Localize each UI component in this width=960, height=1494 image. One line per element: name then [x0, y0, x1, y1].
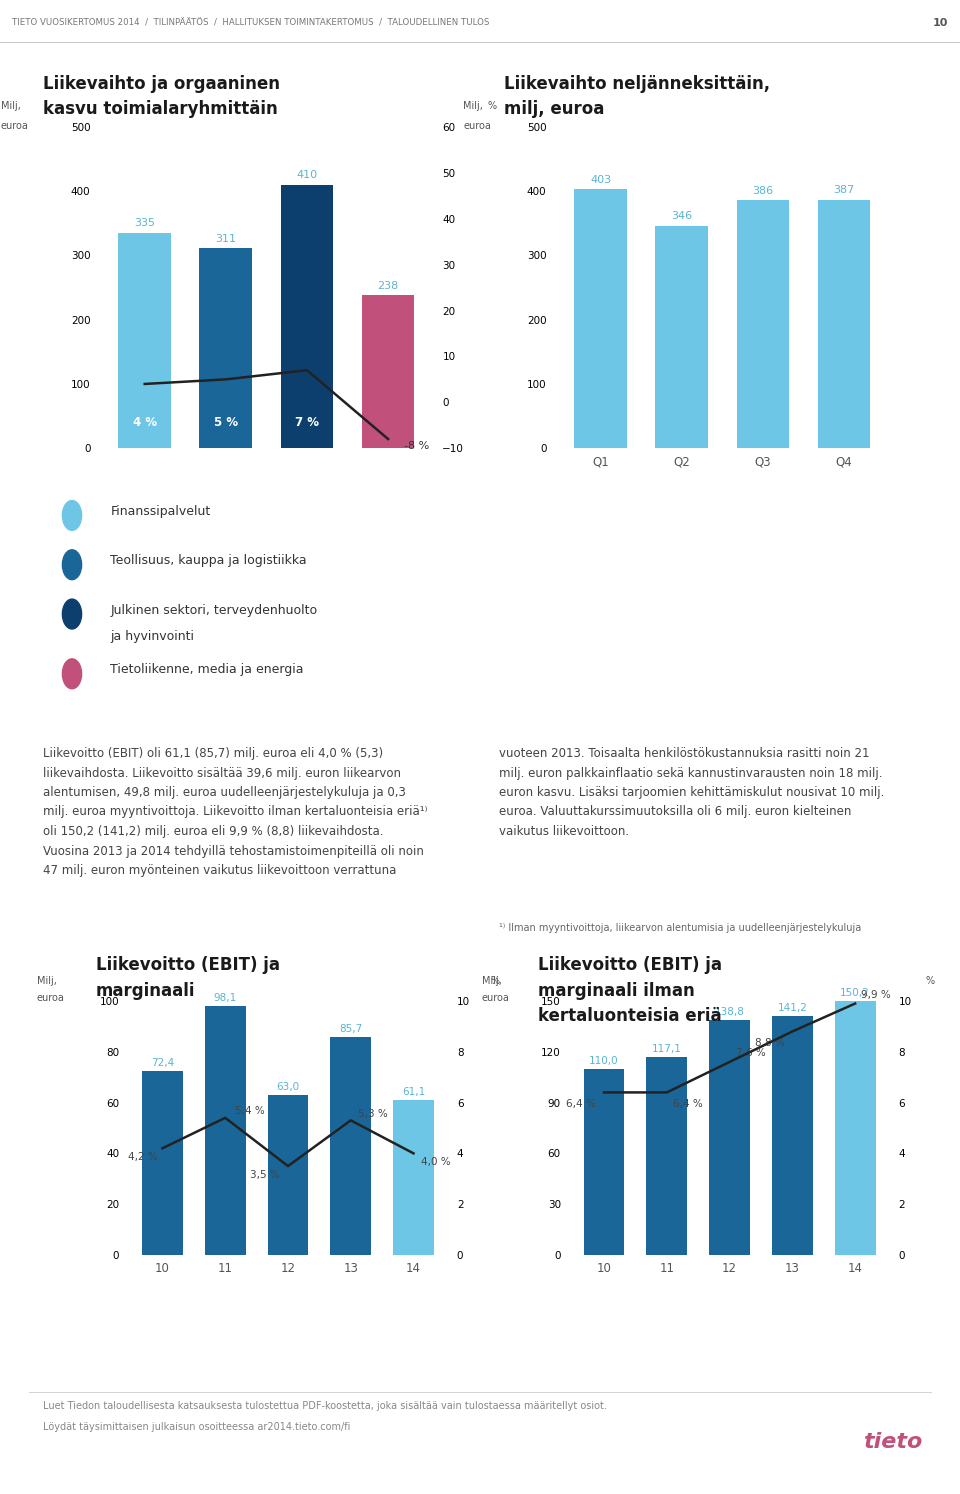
Bar: [330, 1037, 372, 1255]
Text: 4 %: 4 %: [132, 415, 156, 429]
Text: 141,2: 141,2: [778, 1002, 807, 1013]
Text: marginaali: marginaali: [96, 982, 196, 999]
Text: TIETO VUOSIKERTOMUS 2014  /  TILINPÄÄTÖS  /  HALLITUKSEN TOIMINTAKERTOMUS  /  TA: TIETO VUOSIKERTOMUS 2014 / TILINPÄÄTÖS /…: [12, 18, 489, 27]
Bar: [268, 1095, 308, 1255]
Text: Tietoliikenne, media ja energia: Tietoliikenne, media ja energia: [110, 663, 304, 677]
Text: 5,4 %: 5,4 %: [234, 1107, 264, 1116]
Text: -8 %: -8 %: [404, 441, 429, 451]
Bar: [646, 1056, 687, 1255]
Text: 63,0: 63,0: [276, 1082, 300, 1092]
Bar: [736, 200, 789, 448]
Text: Luet Tiedon taloudellisesta katsauksesta tulostettua PDF-koostetta, joka sisältä: Luet Tiedon taloudellisesta katsauksesta…: [43, 1401, 607, 1412]
Text: 7,6 %: 7,6 %: [736, 1049, 766, 1058]
Text: euroa: euroa: [482, 994, 510, 1004]
Text: Milj,: Milj,: [464, 102, 483, 111]
Text: 72,4: 72,4: [151, 1058, 174, 1068]
Text: %: %: [491, 976, 499, 986]
Text: Liikevoitto (EBIT) oli 61,1 (85,7) milj. euroa eli 4,0 % (5,3)
liikevaihdosta. L: Liikevoitto (EBIT) oli 61,1 (85,7) milj.…: [43, 747, 428, 877]
Text: 110,0: 110,0: [589, 1056, 619, 1065]
Text: euroa: euroa: [36, 994, 64, 1004]
Text: Milj,: Milj,: [482, 976, 501, 986]
Text: 4,2 %: 4,2 %: [128, 1152, 157, 1162]
Text: 335: 335: [134, 218, 156, 229]
Text: 346: 346: [671, 212, 692, 221]
Text: Milj,: Milj,: [1, 102, 20, 111]
Text: %: %: [488, 102, 497, 111]
Text: ¹⁾ Ilman myyntivoittoja, liikearvon alentumisia ja uudelleenjärjestelykuluja: ¹⁾ Ilman myyntivoittoja, liikearvon alen…: [499, 923, 861, 934]
Text: 10: 10: [933, 18, 948, 28]
Bar: [656, 226, 708, 448]
Bar: [772, 1016, 813, 1255]
Text: tieto: tieto: [863, 1433, 923, 1452]
Text: euroa: euroa: [1, 121, 29, 130]
Text: Julkinen sektori, terveydenhuolto: Julkinen sektori, terveydenhuolto: [110, 604, 318, 617]
Text: 117,1: 117,1: [652, 1044, 682, 1053]
Text: Milj,: Milj,: [36, 976, 57, 986]
Text: kasvu toimialaryhmittäin: kasvu toimialaryhmittäin: [43, 100, 278, 118]
Text: 386: 386: [753, 185, 774, 196]
Text: 6,4 %: 6,4 %: [566, 1100, 596, 1109]
Text: Liikevaihto neljänneksittäin,: Liikevaihto neljänneksittäin,: [504, 75, 770, 93]
Text: Liikevaihto ja orgaaninen: Liikevaihto ja orgaaninen: [43, 75, 280, 93]
Text: 138,8: 138,8: [714, 1007, 745, 1017]
Text: Finanssipalvelut: Finanssipalvelut: [110, 505, 210, 518]
Bar: [818, 200, 871, 448]
Text: Teollisuus, kauppa ja logistiikka: Teollisuus, kauppa ja logistiikka: [110, 554, 307, 568]
Text: 85,7: 85,7: [339, 1025, 362, 1034]
Bar: [362, 296, 415, 448]
Text: 387: 387: [833, 185, 854, 196]
Text: 150,2: 150,2: [840, 988, 870, 998]
Text: 4,0 %: 4,0 %: [421, 1158, 450, 1167]
Text: 403: 403: [590, 175, 612, 185]
Bar: [142, 1071, 182, 1255]
Bar: [204, 1005, 246, 1255]
Text: 5,3 %: 5,3 %: [358, 1109, 388, 1119]
Text: 6,4 %: 6,4 %: [673, 1100, 703, 1109]
Text: 98,1: 98,1: [214, 992, 237, 1002]
Bar: [200, 248, 252, 448]
Text: %: %: [925, 976, 935, 986]
Text: ja hyvinvointi: ja hyvinvointi: [110, 630, 194, 644]
Bar: [118, 233, 171, 448]
Bar: [835, 1001, 876, 1255]
Text: Liikevoitto (EBIT) ja: Liikevoitto (EBIT) ja: [538, 956, 722, 974]
Bar: [394, 1100, 434, 1255]
Text: 61,1: 61,1: [402, 1086, 425, 1097]
Text: 3,5 %: 3,5 %: [251, 1170, 280, 1180]
Bar: [584, 1068, 624, 1255]
Text: vuoteen 2013. Toisaalta henkilöstökustannuksia rasitti noin 21
milj. euron palkk: vuoteen 2013. Toisaalta henkilöstökustan…: [499, 747, 884, 838]
Text: 410: 410: [297, 170, 318, 181]
Text: kertaluonteisia eriä: kertaluonteisia eriä: [538, 1007, 721, 1025]
Text: 8,8 %: 8,8 %: [755, 1038, 784, 1047]
Text: 9,9 %: 9,9 %: [861, 989, 891, 999]
Text: Liikevoitto (EBIT) ja: Liikevoitto (EBIT) ja: [96, 956, 280, 974]
Text: euroa: euroa: [464, 121, 492, 130]
Text: milj, euroa: milj, euroa: [504, 100, 605, 118]
Text: Löydät täysimittaisen julkaisun osoitteessa ar2014.tieto.com/fi: Löydät täysimittaisen julkaisun osoittee…: [43, 1422, 350, 1433]
Text: 238: 238: [377, 281, 398, 291]
Text: 311: 311: [215, 235, 236, 244]
Bar: [280, 185, 333, 448]
Text: marginaali ilman: marginaali ilman: [538, 982, 694, 999]
Text: 7 %: 7 %: [295, 415, 319, 429]
Bar: [709, 1020, 750, 1255]
Text: 5 %: 5 %: [214, 415, 238, 429]
Bar: [574, 190, 627, 448]
